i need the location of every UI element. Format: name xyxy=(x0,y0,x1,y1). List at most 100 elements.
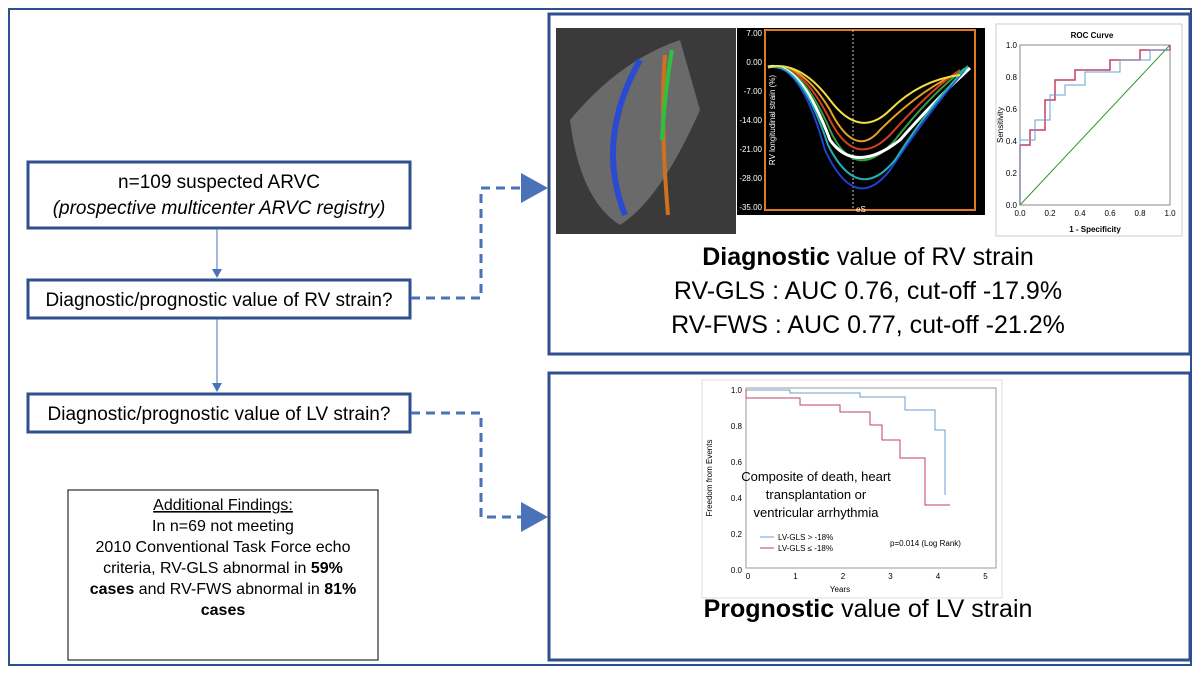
tick-label: 4 xyxy=(936,572,941,581)
roc-x-ticks: 0.0 0.2 0.4 0.6 0.8 1.0 xyxy=(1014,209,1176,218)
findings-line: criteria, RV-GLS abnormal in 59% xyxy=(103,560,343,577)
tick-label: 2 xyxy=(841,572,846,581)
tick-label: 0.2 xyxy=(731,530,743,539)
tick-label: 0.8 xyxy=(1134,209,1146,218)
km-note: Composite of death, heart transplantatio… xyxy=(741,469,891,520)
tick-label: 5 xyxy=(983,572,988,581)
km-note-line: transplantation or xyxy=(766,487,867,502)
km-x-ticks: 0 1 2 3 4 5 xyxy=(746,572,989,581)
findings-line: cases and RV-FWS abnormal in 81% xyxy=(90,581,357,598)
diagnostic-title: Diagnostic value of RV strain xyxy=(702,243,1034,271)
tick-label: -21.00 xyxy=(739,145,762,154)
text: Diagnostic xyxy=(702,243,830,271)
lv-question: Diagnostic/prognostic value of LV strain… xyxy=(48,404,391,425)
roc-title: ROC Curve xyxy=(1071,31,1114,40)
km-xlabel: Years xyxy=(830,585,850,594)
tick-label: 0.0 xyxy=(1014,209,1026,218)
start-text: n=109 suspected ARVC xyxy=(118,172,320,193)
tick-label: 0.8 xyxy=(1006,73,1018,82)
strain-plot xyxy=(737,28,985,215)
strain-curves xyxy=(767,64,972,190)
p-value: p=0.014 (Log Rank) xyxy=(890,539,961,548)
km-note-line: ventricular arrhythmia xyxy=(754,505,880,520)
km-curve xyxy=(746,389,946,495)
gls-result: RV-GLS : AUC 0.76, cut-off -17.9% xyxy=(674,277,1062,305)
roc-xlabel: 1 - Specificity xyxy=(1069,225,1121,234)
findings-line: In n=69 not meeting xyxy=(152,518,294,535)
tick-label: 0.4 xyxy=(1006,137,1018,146)
tick-label: ms. xyxy=(764,217,777,226)
text: Prognostic xyxy=(704,595,835,623)
findings-line: cases xyxy=(201,602,246,619)
echo-trace xyxy=(660,49,674,141)
strain-x-ticks: ms. 430 860 xyxy=(764,217,948,226)
tick-label: 1.0 xyxy=(1164,209,1176,218)
tick-label: 1 xyxy=(793,572,798,581)
tick-label: 0 xyxy=(746,572,751,581)
tick-label: -28.00 xyxy=(739,174,762,183)
findings-box xyxy=(67,489,379,661)
rv-question: Diagnostic/prognostic value of RV strain… xyxy=(45,290,392,311)
tick-label: 7.00 xyxy=(746,29,762,38)
text: 59% xyxy=(311,560,343,577)
tick-label: -14.00 xyxy=(739,116,762,125)
findings-line: 2010 Conventional Task Force echo xyxy=(96,539,351,556)
dashed-arrow xyxy=(411,411,548,532)
tick-label: 0.00 xyxy=(746,58,762,67)
start-box xyxy=(26,160,412,230)
text: criteria, RV-GLS abnormal in xyxy=(103,560,311,577)
findings: Additional Findings: In n=69 not meeting… xyxy=(90,497,357,619)
text: 81% xyxy=(324,581,356,598)
tick-label: 0.6 xyxy=(1006,105,1018,114)
prognostic-title: Prognostic value of LV strain xyxy=(704,595,1033,623)
tick-label: -35.00 xyxy=(739,203,762,212)
strain-frame xyxy=(764,29,976,211)
roc-ylabel: Sensitivity xyxy=(996,107,1005,143)
tick-label: 0.4 xyxy=(731,494,743,503)
tick-label: 0.0 xyxy=(731,566,743,575)
strain-y-ticks: 7.00 0.00 -7.00 -14.00 -21.00 -28.00 -35.00 xyxy=(739,29,762,212)
text: value of RV strain xyxy=(830,243,1034,271)
text: value of LV strain xyxy=(834,595,1032,623)
tick-label: 3 xyxy=(888,572,893,581)
km-axes xyxy=(745,387,997,569)
rv-box xyxy=(26,278,412,320)
tick-label: 0.6 xyxy=(731,458,743,467)
km-y-ticks: 1.0 0.8 0.6 0.4 0.2 0.0 xyxy=(731,386,743,575)
roc-axes xyxy=(1019,44,1171,206)
tick-label: 430 xyxy=(846,217,860,226)
legend-entry: LV-GLS > -18% xyxy=(778,533,833,542)
start-subtext: (prospective multicenter ARVC registry) xyxy=(53,198,386,219)
km-ylabel: Freedom from Events xyxy=(705,440,714,517)
tick-label: 1.0 xyxy=(1006,41,1018,50)
tick-label: 860 xyxy=(933,217,947,226)
echo-trace xyxy=(610,58,643,217)
tick-label: 0.2 xyxy=(1006,169,1018,178)
roc-curve xyxy=(1019,49,1170,205)
km-note-line: Composite of death, heart xyxy=(741,469,891,484)
tick-label: 0.2 xyxy=(1044,209,1056,218)
tick-label: 0.8 xyxy=(731,422,743,431)
km-plot xyxy=(701,379,1003,599)
strain-ylabel: RV longitudinal strain (%) xyxy=(768,75,777,165)
tick-label: 0.4 xyxy=(1074,209,1086,218)
findings-heading: Additional Findings: xyxy=(153,497,293,514)
tick-label: 1.0 xyxy=(731,386,743,395)
roc-plot xyxy=(995,23,1183,237)
es-label: eS xyxy=(856,205,866,214)
km-curve xyxy=(745,390,950,506)
fws-result: RV-FWS : AUC 0.77, cut-off -21.2% xyxy=(671,311,1065,339)
text: and RV-FWS abnormal in xyxy=(134,581,324,598)
text: cases xyxy=(90,581,135,598)
legend-entry: LV-GLS ≤ -18% xyxy=(778,544,833,553)
dashed-arrow xyxy=(411,173,548,300)
tick-label: 0.0 xyxy=(1006,201,1018,210)
lv-box xyxy=(26,392,412,434)
tick-label: 0.6 xyxy=(1104,209,1116,218)
tick-label: -7.00 xyxy=(744,87,763,96)
roc-y-ticks: 1.0 0.8 0.6 0.4 0.2 0.0 xyxy=(1006,41,1018,210)
roc-diagonal xyxy=(1019,44,1171,206)
roc-curve xyxy=(1019,45,1171,205)
